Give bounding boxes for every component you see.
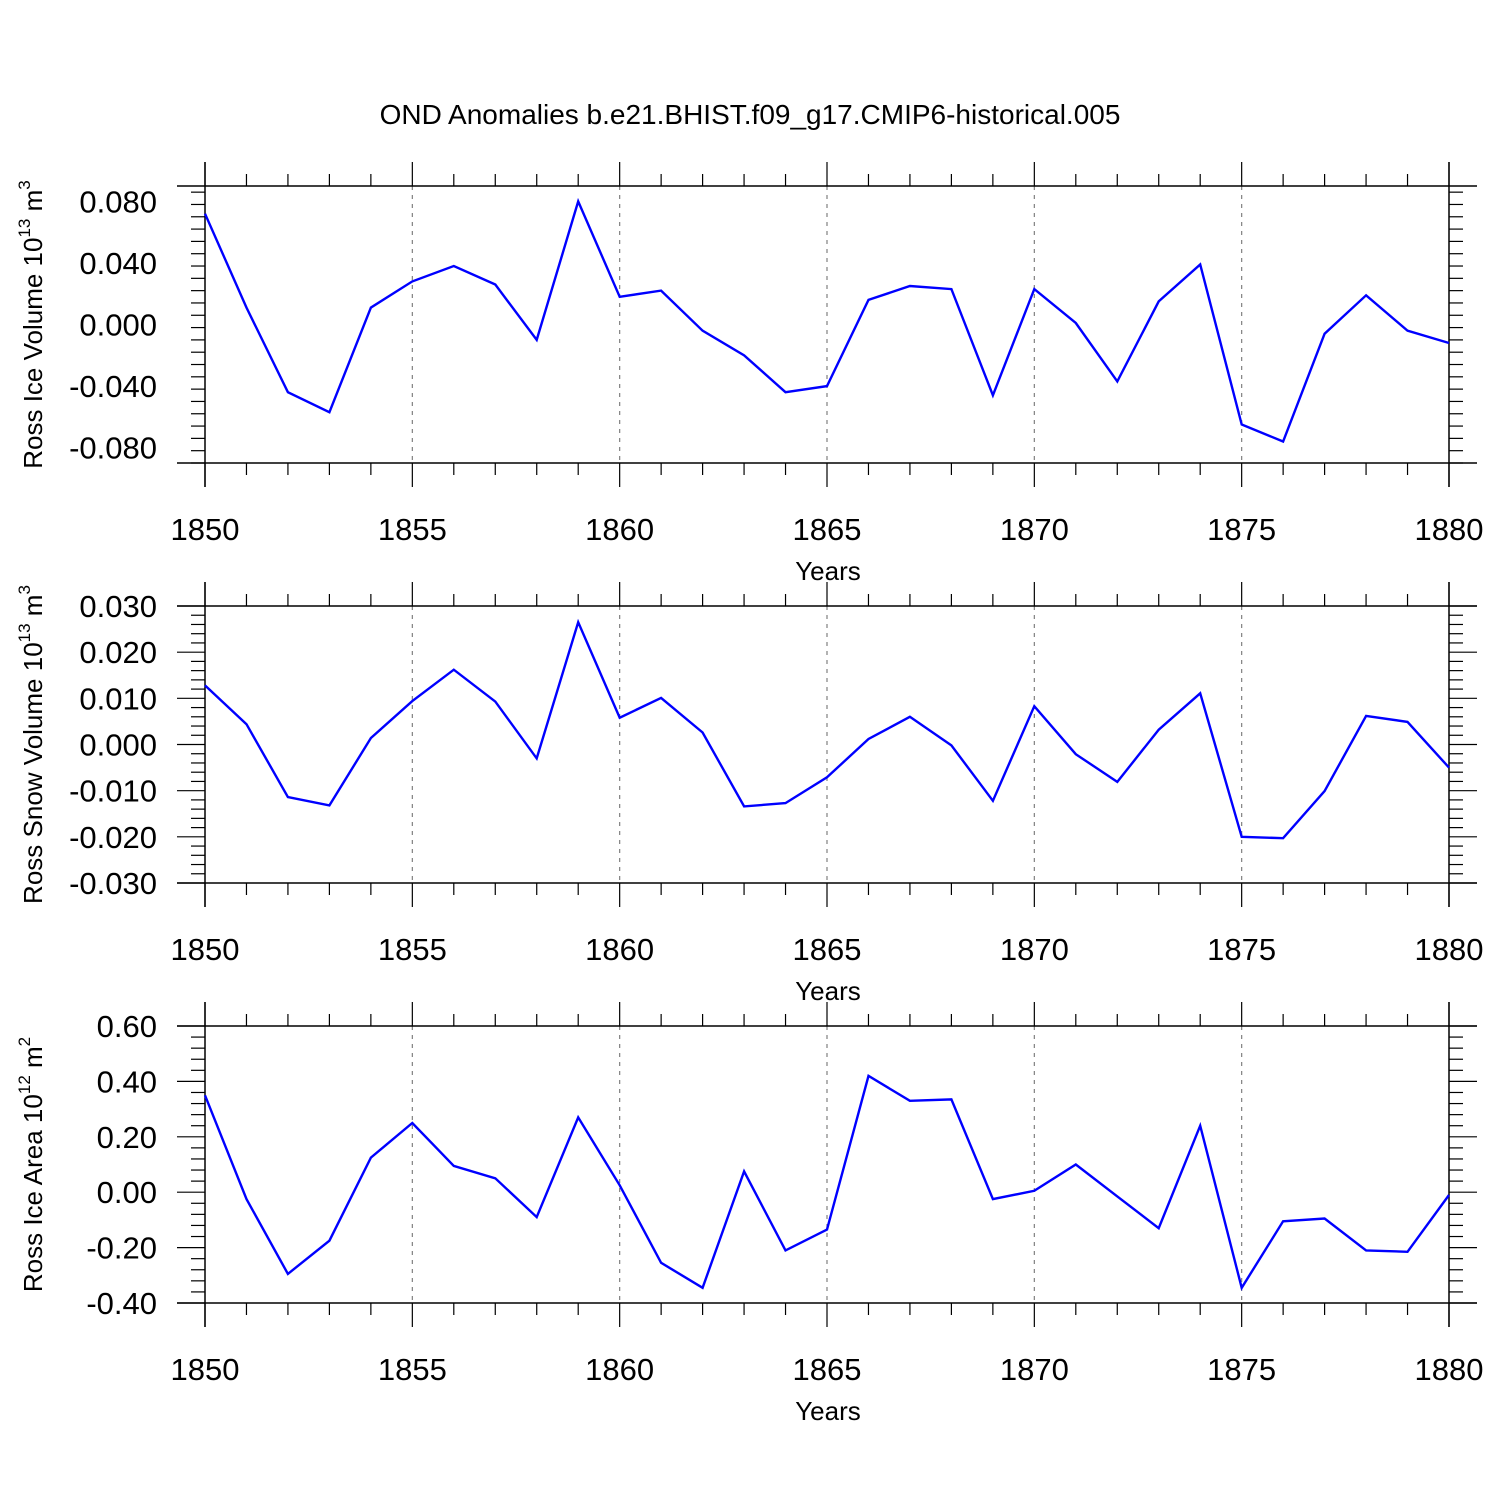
x-tick-label: 1860: [585, 932, 654, 967]
x-tick-label: 1865: [793, 932, 862, 967]
y-tick-label: -0.040: [69, 369, 157, 404]
y-axis-label: Ross Ice Area 1012 m2: [15, 1037, 48, 1292]
x-tick-label: 1880: [1415, 1352, 1484, 1387]
y-tick-label: 0.00: [97, 1175, 157, 1210]
x-tick-label: 1860: [585, 512, 654, 547]
y-tick-label: -0.010: [69, 774, 157, 809]
x-tick-label: 1860: [585, 1352, 654, 1387]
x-tick-label: 1855: [378, 1352, 447, 1387]
x-tick-label: 1850: [171, 1352, 240, 1387]
x-tick-label: 1850: [171, 932, 240, 967]
x-tick-label: 1880: [1415, 512, 1484, 547]
y-tick-label: -0.20: [86, 1231, 157, 1266]
y-tick-label: -0.40: [86, 1286, 157, 1321]
series-line: [204, 618, 1450, 840]
series-line: [203, 1074, 1450, 1291]
x-tick-label: 1875: [1207, 512, 1276, 547]
y-tick-label: -0.020: [69, 820, 157, 855]
y-tick-label: 0.40: [97, 1064, 157, 1099]
panel-3: -0.40 -0.20 0.00 0.20 0.40 0.60 1850 1855 1860 18…: [15, 1002, 1483, 1426]
y-tick-label: -0.030: [69, 866, 157, 901]
panel-1: -0.080 -0.040 0.000 0.040 0.080 1850 1855 1860 1…: [15, 162, 1483, 586]
y-tick-label: 0.030: [79, 589, 157, 624]
x-tick-label: 1855: [378, 512, 447, 547]
x-tick-label: 1870: [1000, 512, 1069, 547]
x-tick-label: 1875: [1207, 932, 1276, 967]
panel-2: -0.030 -0.020 -0.010 0.000 0.010 0.020 0.030 18…: [15, 582, 1483, 1006]
y-tick-label: 0.20: [97, 1120, 157, 1155]
x-tick-label: 1875: [1207, 1352, 1276, 1387]
x-tick-label: 1865: [793, 512, 862, 547]
y-tick-label: 0.020: [79, 635, 157, 670]
x-axis-label: Years: [795, 976, 861, 1006]
series-line: [203, 197, 1450, 444]
panels: -0.080 -0.040 0.000 0.040 0.080 1850 1855 1860 1…: [15, 162, 1483, 1426]
y-tick-label: 0.000: [79, 308, 157, 343]
x-tick-label: 1850: [171, 512, 240, 547]
y-tick-label: 0.040: [79, 246, 157, 281]
y-tick-label: -0.080: [69, 431, 157, 466]
y-tick-label: 0.000: [79, 728, 157, 763]
x-axis-label: Years: [795, 1396, 861, 1426]
y-tick-label: 0.010: [79, 681, 157, 716]
x-tick-label: 1855: [378, 932, 447, 967]
y-axis-label: Ross Ice Volume 1013 m3: [15, 180, 48, 469]
x-tick-label: 1870: [1000, 1352, 1069, 1387]
y-tick-label: 0.60: [97, 1009, 157, 1044]
x-tick-label: 1880: [1415, 932, 1484, 967]
y-axis-label: Ross Snow Volume 1013 m3: [15, 585, 48, 904]
x-axis-label: Years: [795, 556, 861, 586]
chart-title: OND Anomalies b.e21.BHIST.f09_g17.CMIP6-…: [380, 99, 1121, 130]
y-tick-label: 0.080: [79, 184, 157, 219]
x-tick-label: 1865: [793, 1352, 862, 1387]
x-tick-label: 1870: [1000, 932, 1069, 967]
